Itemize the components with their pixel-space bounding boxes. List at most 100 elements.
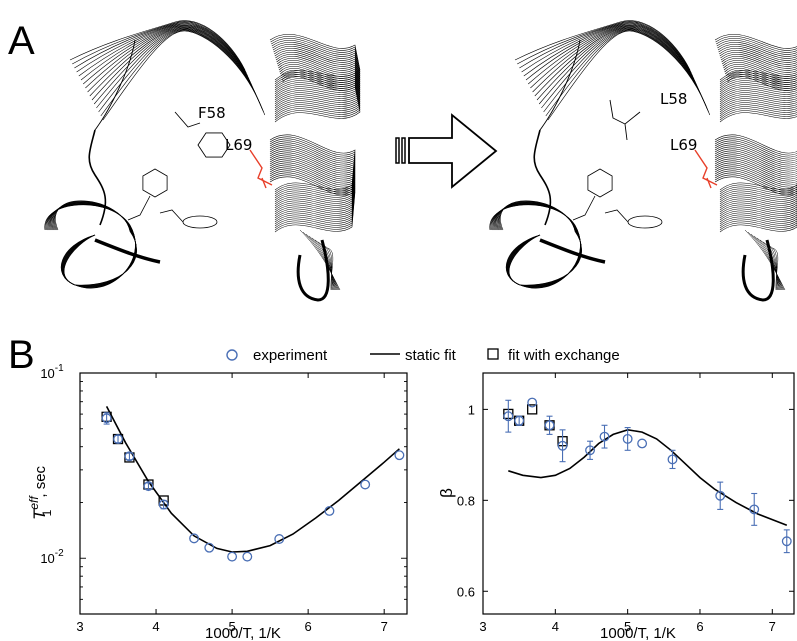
helix-turn <box>274 56 361 103</box>
helix-turn <box>272 44 361 91</box>
helix-turn <box>719 64 797 111</box>
flat-ring-sidechain <box>182 215 218 229</box>
helix-turn <box>714 170 797 227</box>
experiment-point <box>113 434 123 444</box>
static-fit-line <box>508 428 788 527</box>
helix-turn <box>719 58 797 105</box>
experiment-point <box>514 415 525 426</box>
helix-turn <box>719 54 797 101</box>
helix-turn <box>714 166 797 223</box>
chart-t1-eff: 3 4 5 6 7 10-1 10-2 1000/T, 1/K Teff1, sec <box>27 363 408 641</box>
helix-turn <box>274 60 361 107</box>
experiment-point <box>274 534 285 544</box>
helix-turn <box>716 40 797 87</box>
coil-loop <box>44 204 136 289</box>
helix-turn <box>714 150 797 207</box>
helix-turn <box>272 42 361 89</box>
ribbon-strand <box>547 30 711 121</box>
x-tick-label: 4 <box>552 619 559 634</box>
chart-t1-static-fit <box>105 406 400 553</box>
legend-experiment-marker <box>226 349 238 361</box>
helix-turn <box>718 46 797 93</box>
ribbon-strand <box>528 24 699 89</box>
helix-turn <box>714 158 797 215</box>
helix-turn <box>714 174 797 231</box>
chart-beta-ylabel: β <box>437 488 456 498</box>
leucine-sidechain <box>694 149 718 189</box>
helix-turn <box>269 34 361 81</box>
ribbon-strand <box>72 21 247 74</box>
experiment-point <box>781 536 792 547</box>
ribbon-strand <box>91 27 259 101</box>
helix-turn <box>714 176 797 233</box>
helix-turn <box>274 72 361 119</box>
helix-turn <box>714 156 797 213</box>
experiment-point <box>749 504 760 515</box>
helix-turn <box>714 152 797 209</box>
helix-turn <box>274 50 361 97</box>
phenylalanine-ring <box>197 132 231 158</box>
helix-turn <box>714 140 797 197</box>
helix-turn <box>714 164 797 221</box>
y-tick-label: 0.8 <box>457 493 475 508</box>
helix-turn <box>719 62 797 109</box>
x-tick-label: 5 <box>228 619 235 634</box>
helix-turn <box>274 58 361 105</box>
helix-turn <box>273 46 361 93</box>
legend-fit-exchange-marker <box>487 348 499 360</box>
legend-fit-exchange-label: fit with exchange <box>508 347 620 364</box>
ribbon-strand <box>80 24 252 86</box>
coil-loop <box>55 200 137 286</box>
helix-turn <box>719 66 797 113</box>
x-tick-label: 7 <box>381 619 388 634</box>
experiment-point <box>204 542 215 553</box>
helix-turn <box>714 162 797 219</box>
x-tick-label: 3 <box>479 619 486 634</box>
chart-beta: 3 4 5 6 7 1 0.8 0.6 1000/T, 1/K β <box>437 372 795 641</box>
experiment-point <box>557 440 568 451</box>
experiment-point <box>637 438 648 449</box>
helix-turn <box>719 50 797 97</box>
chart-beta-experiment-points <box>503 397 792 554</box>
helix-turn <box>714 146 797 203</box>
helix-turn <box>271 40 361 87</box>
legend: experiment static fit fit with exchange <box>226 347 620 364</box>
leucine-sidechain <box>249 149 273 189</box>
experiment-point <box>324 506 335 516</box>
experiment-point <box>599 431 610 442</box>
ribbon-strand <box>83 24 254 89</box>
legend-static-fit-label: static fit <box>405 347 457 364</box>
experiment-point <box>527 397 538 408</box>
protein-structure-left <box>44 20 361 302</box>
helix-turn <box>719 48 797 95</box>
ribbon-strand <box>69 20 246 71</box>
ribbon-strand <box>102 30 266 121</box>
helix-turn <box>714 154 797 211</box>
experiment-point <box>667 454 678 465</box>
x-tick-label: 4 <box>152 619 159 634</box>
chart-beta-frame <box>482 372 795 615</box>
helix-turn <box>714 168 797 225</box>
helix-turn <box>714 172 797 229</box>
helix-turn <box>717 44 797 91</box>
experiment-point <box>242 551 253 562</box>
chart-t1-experiment-points <box>101 412 405 562</box>
panel-b-letter: B <box>8 333 35 377</box>
experiment-point <box>585 445 595 456</box>
x-tick-label: 5 <box>624 619 631 634</box>
helix-turn <box>274 74 361 121</box>
helix-turn <box>271 38 361 85</box>
chart-t1-ylabel: Teff1, sec <box>27 465 54 520</box>
helix-turn <box>714 134 797 191</box>
experiment-point <box>143 481 154 492</box>
helix-turn <box>274 70 361 117</box>
chart-t1-xlabel: 1000/T, 1/K <box>205 625 281 641</box>
helix-turn <box>714 138 797 195</box>
ring-sidechain <box>587 168 613 198</box>
experiment-point <box>394 450 405 461</box>
helix-turn <box>274 52 361 99</box>
helix-turn <box>714 142 797 199</box>
experiment-point <box>622 433 633 444</box>
y-tick-label: 1 <box>468 402 475 417</box>
